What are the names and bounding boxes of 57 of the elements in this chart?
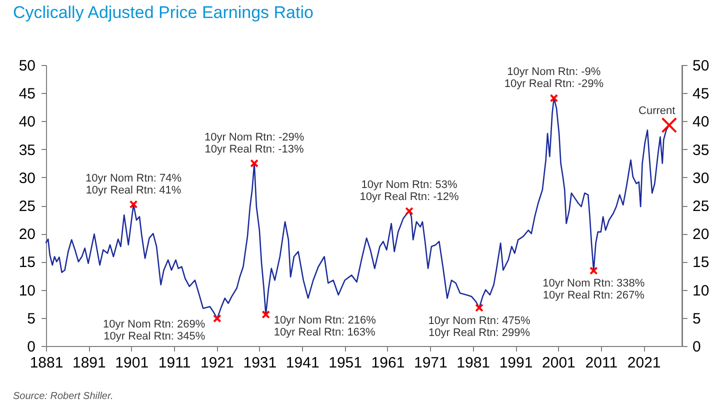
point — [250, 159, 258, 168]
point — [213, 314, 222, 323]
annotation: 10yr Nom Rtn: -29% 10yr Real Rtn: -13% — [204, 131, 304, 156]
x-tick-label: 1901 — [115, 354, 149, 372]
y-tick-label: 25 — [18, 198, 36, 215]
y-tick-label: 35 — [18, 142, 36, 159]
y-tick-label: 30 — [18, 170, 36, 187]
annotation: 10yr Nom Rtn: 53% 10yr Real Rtn: -12% — [360, 179, 459, 204]
y2-tick-label: 30 — [692, 170, 710, 187]
y2-tick-label: 35 — [692, 142, 710, 159]
source-note: Source: Robert Shiller. — [13, 391, 114, 402]
annotation: 10yr Nom Rtn: 216% 10yr Real Rtn: 163% — [274, 314, 376, 339]
y-tick-label: 5 — [27, 310, 36, 328]
x-tick-label: 2021 — [627, 354, 661, 372]
y-tick-label: 45 — [18, 86, 36, 103]
x-tick-label: 1971 — [414, 354, 448, 372]
point — [129, 200, 138, 209]
point — [405, 206, 414, 216]
y2-tick-label: 20 — [692, 226, 710, 244]
x-tick-label: 1881 — [30, 354, 64, 372]
y-tick-label: 10 — [18, 282, 36, 300]
x-tick-label: 1911 — [158, 354, 191, 372]
x-tick-label: 1981 — [456, 354, 490, 372]
y2-tick-label: 25 — [692, 198, 710, 215]
annotation: 10yr Nom Rtn: 74% 10yr Real Rtn: 41% — [86, 172, 182, 196]
x-tick-label: 1921 — [200, 354, 234, 372]
y-tick-label: 15 — [18, 254, 36, 272]
annotation: 10yr Nom Rtn: -9% 10yr Real Rtn: -29% — [504, 66, 604, 90]
annotation: Current — [638, 105, 676, 118]
x-tick-label: 1891 — [72, 354, 106, 372]
x-tick-label: 1961 — [371, 354, 405, 372]
y2-tick-label: 45 — [692, 86, 710, 103]
point — [550, 94, 558, 102]
x-tick-label: 1991 — [499, 354, 533, 372]
y-tick-label: 40 — [18, 114, 36, 131]
x-tick-label: 1941 — [286, 354, 320, 372]
point — [661, 117, 678, 134]
point — [475, 304, 484, 312]
chart-title: Cyclically Adjusted Price Earnings Ratio — [13, 3, 314, 22]
y2-tick-label: 0 — [692, 338, 701, 356]
y-tick-label: 50 — [18, 58, 36, 74]
x-tick-label: 1951 — [328, 354, 362, 372]
annotation: 10yr Nom Rtn: 475% 10yr Real Rtn: 299% — [428, 314, 531, 339]
y2-tick-label: 5 — [692, 310, 701, 328]
point — [589, 266, 598, 275]
x-tick-label: 2011 — [585, 354, 618, 372]
x-tick-label: 2001 — [542, 354, 576, 372]
annotation: 10yr Nom Rtn: 269% 10yr Real Rtn: 345% — [103, 318, 206, 342]
y-tick-label: 20 — [18, 226, 36, 244]
annotation: 10yr Nom Rtn: 338% 10yr Real Rtn: 267% — [542, 278, 645, 302]
y2-tick-label: 40 — [692, 114, 710, 131]
y-tick-label: 0 — [27, 338, 36, 356]
point — [262, 310, 270, 319]
y2-tick-label: 15 — [692, 254, 710, 272]
y2-tick-label: 50 — [692, 58, 710, 74]
y2-tick-label: 10 — [692, 282, 710, 300]
x-tick-label: 1931 — [243, 354, 277, 372]
